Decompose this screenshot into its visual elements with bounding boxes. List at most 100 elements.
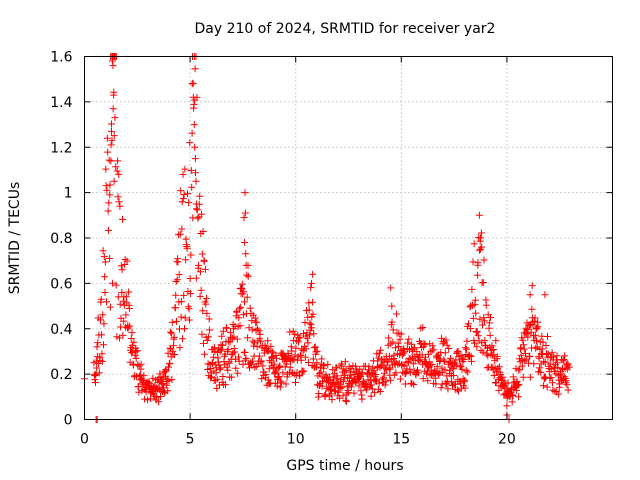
data-point — [333, 374, 341, 382]
data-point — [509, 392, 517, 400]
data-point — [533, 337, 540, 345]
data-point — [240, 214, 248, 222]
data-point — [297, 356, 305, 364]
data-point — [307, 284, 315, 292]
data-point — [388, 318, 396, 326]
data-point — [342, 396, 350, 404]
data-point — [106, 191, 114, 199]
data-point — [208, 373, 215, 381]
data-point — [458, 365, 466, 373]
data-point — [367, 392, 375, 400]
data-point — [241, 356, 249, 364]
data-point — [462, 367, 470, 375]
data-point — [487, 314, 494, 321]
data-point — [475, 211, 483, 219]
data-point — [469, 314, 477, 322]
data-point — [387, 376, 394, 384]
data-point — [308, 324, 315, 332]
data-point — [292, 344, 300, 352]
data-point — [461, 376, 469, 384]
data-point — [424, 377, 432, 385]
data-point — [130, 338, 138, 346]
data-point — [217, 346, 225, 354]
data-point — [554, 364, 562, 372]
data-point — [198, 210, 206, 218]
data-point — [277, 379, 285, 387]
data-point — [471, 339, 478, 347]
data-point — [270, 360, 278, 368]
data-point — [438, 364, 446, 372]
data-point — [105, 226, 112, 234]
data-point — [157, 393, 164, 400]
data-point — [275, 364, 283, 371]
data-point — [371, 389, 379, 397]
data-point — [461, 344, 469, 352]
data-point — [101, 258, 109, 266]
data-point — [178, 225, 186, 233]
data-point — [515, 393, 523, 401]
data-point — [122, 311, 130, 319]
data-point — [258, 375, 266, 383]
data-point — [108, 120, 115, 128]
data-point — [174, 258, 182, 266]
data-point — [465, 320, 472, 328]
data-point — [370, 367, 378, 375]
data-point — [201, 350, 209, 358]
data-point — [544, 333, 551, 340]
data-point — [306, 331, 314, 339]
data-point — [526, 291, 534, 299]
data-point — [488, 342, 496, 350]
data-point — [309, 270, 317, 278]
data-point — [275, 373, 283, 381]
data-point — [469, 258, 477, 266]
data-point — [176, 344, 184, 352]
data-point — [95, 360, 103, 367]
data-point — [537, 368, 545, 376]
data-point — [442, 336, 450, 344]
data-point — [301, 353, 309, 361]
data-point — [301, 319, 309, 326]
data-point — [184, 303, 192, 311]
data-point — [103, 134, 111, 142]
data-point — [242, 355, 250, 362]
data-point — [132, 354, 140, 362]
data-point — [190, 100, 198, 108]
data-point — [461, 384, 469, 392]
data-point — [106, 255, 114, 262]
data-point — [158, 380, 166, 388]
data-point — [563, 381, 571, 389]
data-point — [396, 375, 404, 383]
data-point — [273, 354, 280, 362]
data-point — [466, 353, 474, 361]
data-point — [242, 261, 250, 269]
data-point — [532, 344, 540, 352]
data-point — [223, 324, 231, 332]
data-point — [219, 373, 227, 380]
data-point — [112, 281, 120, 289]
data-point — [397, 330, 405, 338]
data-point — [164, 349, 172, 357]
y-tick-label: 0.4 — [50, 322, 72, 338]
data-point — [273, 382, 281, 390]
data-point — [386, 365, 394, 373]
data-point — [229, 349, 237, 357]
data-point — [310, 330, 318, 338]
data-point — [363, 386, 371, 394]
data-point — [177, 298, 185, 305]
data-point — [517, 351, 525, 359]
data-point — [108, 57, 116, 65]
data-point — [437, 384, 445, 392]
data-point — [308, 279, 315, 287]
data-point — [333, 364, 340, 372]
data-point — [187, 289, 195, 297]
data-point — [232, 364, 240, 372]
data-point — [185, 316, 193, 324]
data-point — [459, 375, 467, 383]
data-point — [214, 358, 222, 366]
data-point — [180, 291, 188, 299]
data-point — [109, 279, 117, 287]
data-point — [241, 189, 249, 197]
data-point — [178, 198, 186, 206]
data-point — [166, 328, 174, 336]
data-point — [168, 329, 176, 337]
